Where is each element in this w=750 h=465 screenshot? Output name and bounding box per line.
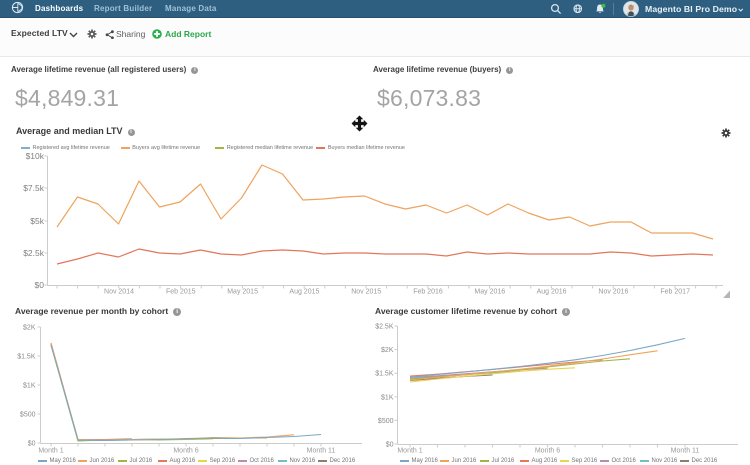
svg-text:Nov 2014: Nov 2014 bbox=[104, 289, 134, 296]
svg-text:$2K: $2K bbox=[23, 325, 36, 332]
svg-text:Month 11: Month 11 bbox=[307, 448, 336, 455]
svg-text:May 2015: May 2015 bbox=[227, 289, 258, 296]
svg-text:$500: $500 bbox=[20, 412, 36, 419]
svg-text:Nov 2016: Nov 2016 bbox=[598, 289, 628, 296]
svg-text:$1K: $1K bbox=[23, 383, 36, 390]
svg-text:Month 6: Month 6 bbox=[173, 448, 198, 455]
svg-text:Month 1: Month 1 bbox=[397, 448, 422, 455]
svg-text:$0: $0 bbox=[28, 441, 36, 448]
svg-text:Feb 2015: Feb 2015 bbox=[166, 289, 196, 296]
svg-text:$5k: $5k bbox=[30, 216, 44, 226]
svg-text:Month 1: Month 1 bbox=[38, 448, 63, 455]
svg-text:$1.5K: $1.5K bbox=[17, 354, 36, 361]
svg-text:Month 11: Month 11 bbox=[671, 448, 700, 455]
svg-text:$2.5K: $2.5K bbox=[375, 324, 394, 331]
svg-text:$1.5K: $1.5K bbox=[375, 371, 394, 378]
svg-text:$10k: $10k bbox=[26, 152, 45, 161]
svg-text:$500: $500 bbox=[378, 418, 394, 425]
svg-text:$0: $0 bbox=[386, 442, 394, 449]
svg-text:$7.5k: $7.5k bbox=[23, 183, 45, 193]
svg-text:$0: $0 bbox=[35, 280, 45, 290]
svg-text:$2.5k: $2.5k bbox=[23, 248, 45, 258]
svg-text:Feb 2016: Feb 2016 bbox=[413, 289, 443, 296]
svg-text:Aug 2016: Aug 2016 bbox=[537, 289, 567, 296]
svg-text:Aug 2015: Aug 2015 bbox=[289, 289, 319, 296]
svg-text:$1K: $1K bbox=[381, 394, 394, 401]
svg-text:$2K: $2K bbox=[381, 347, 394, 354]
svg-text:May 2016: May 2016 bbox=[474, 289, 505, 296]
svg-text:Month 6: Month 6 bbox=[535, 448, 560, 455]
svg-text:Nov 2015: Nov 2015 bbox=[351, 289, 381, 296]
svg-text:Feb 2017: Feb 2017 bbox=[660, 289, 690, 296]
